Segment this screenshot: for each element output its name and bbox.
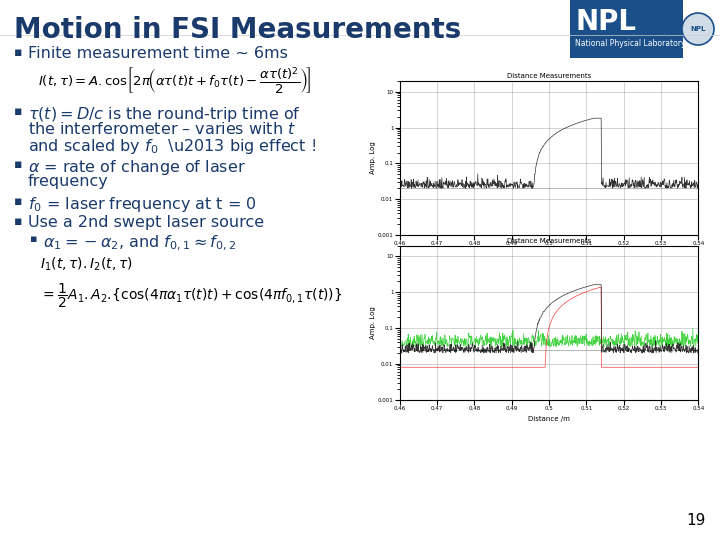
- Text: $\tau(t) = D/c$ is the round-trip time of: $\tau(t) = D/c$ is the round-trip time o…: [28, 105, 301, 124]
- Text: NPL: NPL: [575, 8, 636, 36]
- FancyBboxPatch shape: [570, 0, 718, 58]
- Text: ▪: ▪: [14, 158, 22, 171]
- Text: frequency: frequency: [28, 174, 109, 189]
- Text: ▪: ▪: [14, 215, 22, 228]
- Text: ▪: ▪: [30, 234, 37, 244]
- Text: National Physical Laboratory: National Physical Laboratory: [575, 39, 685, 48]
- X-axis label: Distance /m: Distance /m: [528, 416, 570, 422]
- Text: $= \dfrac{1}{2}A_1.A_2.\!\left\{\cos(4\pi\alpha_1\tau(t)t) + \cos(4\pi f_{0,1}\t: $= \dfrac{1}{2}A_1.A_2.\!\left\{\cos(4\p…: [40, 282, 343, 310]
- Text: NPL: NPL: [690, 26, 706, 32]
- FancyBboxPatch shape: [570, 0, 683, 58]
- Text: $f_0$ = laser frequency at t = 0: $f_0$ = laser frequency at t = 0: [28, 195, 256, 214]
- Text: ▪: ▪: [14, 105, 22, 118]
- Text: 19: 19: [687, 513, 706, 528]
- Text: ▪: ▪: [14, 46, 22, 59]
- Text: $\alpha_1 = -\alpha_2$, and $f_{0,1} \approx f_{0,2}$: $\alpha_1 = -\alpha_2$, and $f_{0,1} \ap…: [43, 234, 236, 253]
- Text: Finite measurement time ~ 6ms: Finite measurement time ~ 6ms: [28, 46, 288, 61]
- Text: Use a 2nd swept laser source: Use a 2nd swept laser source: [28, 215, 264, 230]
- Title: Distance Measurements: Distance Measurements: [507, 238, 591, 244]
- Text: $I(t,\tau) = A.\cos\!\left[2\pi\!\left(\alpha\tau(t)t + f_0\tau(t) - \dfrac{\alp: $I(t,\tau) = A.\cos\!\left[2\pi\!\left(\…: [38, 66, 312, 96]
- Text: $\alpha$ = rate of change of laser: $\alpha$ = rate of change of laser: [28, 158, 246, 177]
- Text: the interferometer – varies with $t$: the interferometer – varies with $t$: [28, 121, 296, 137]
- Title: Distance Measurements: Distance Measurements: [507, 73, 591, 79]
- Y-axis label: Amp. Log: Amp. Log: [370, 141, 377, 174]
- Text: $I_1(t,\tau).I_2(t,\tau)$: $I_1(t,\tau).I_2(t,\tau)$: [40, 256, 132, 273]
- Text: Motion in FSI Measurements: Motion in FSI Measurements: [14, 16, 462, 44]
- X-axis label: Distance /m: Distance /m: [528, 252, 570, 258]
- Text: and scaled by $f_0$  \u2013 big effect !: and scaled by $f_0$ \u2013 big effect !: [28, 137, 316, 156]
- Circle shape: [682, 13, 714, 45]
- Y-axis label: Amp. Log: Amp. Log: [370, 306, 377, 339]
- Text: ▪: ▪: [14, 195, 22, 208]
